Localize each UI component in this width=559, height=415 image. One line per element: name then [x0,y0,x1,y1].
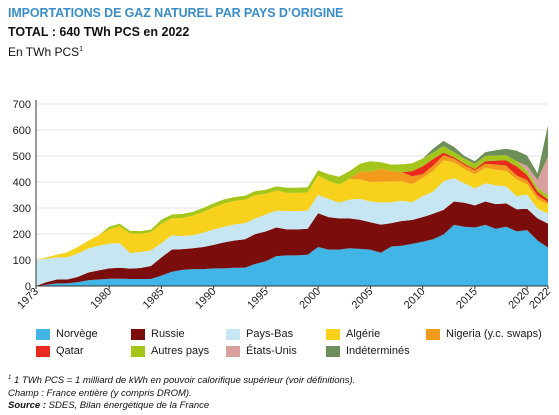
stacked-area-chart: 0 100 200 300 400 500 600 700 1973 1980 1985 1990 19… [13,99,553,312]
chart-title: IMPORTATIONS DE GAZ NATUREL PAR PAYS D’O… [8,6,344,20]
legend-label: Pays-Bas [246,328,294,340]
area-qatar [36,152,548,260]
x-tick-label: 1980 [88,286,114,312]
x-tick-label: 2015 [454,286,480,312]
legend-swatch [226,345,240,357]
area-norvege [36,224,548,286]
area-russie [36,201,548,286]
legend-swatch [426,328,440,340]
legend-label: Qatar [56,345,84,357]
legend-item: Nigeria (y.c. swaps) [426,328,542,340]
legend-swatch [226,328,240,340]
chart-subtitle: TOTAL : 640 TWh PCS en 2022 [8,25,190,39]
footnote-source: Source : SDES, Bilan énergétique de la F… [8,400,355,413]
area-pays-bas [36,178,548,286]
legend-label: Algérie [346,328,381,340]
legend-label: États-Unis [246,345,297,357]
legend-item: Norvège [36,328,98,340]
y-tick-label: 100 [13,255,31,267]
legend-swatch [326,345,340,357]
legend-label: Autres pays [151,345,210,357]
unit-text: En TWh PCS [8,45,80,59]
source-text: SDES, Bilan énergétique de la France [46,400,210,412]
footnote-definition: 1 1 TWh PCS = 1 milliard de kWh en pouvo… [8,372,355,388]
source-label: Source : [8,400,47,412]
series-areas [36,125,548,286]
y-tick-label: 200 [13,229,31,241]
footnotes: 1 1 TWh PCS = 1 milliard de kWh en pouvo… [8,372,355,413]
x-tick-label: 2010 [402,286,428,312]
legend-swatch [326,328,340,340]
unit-label: En TWh PCS1 [8,45,83,59]
y-tick-label: 300 [13,203,31,215]
area-autres-pays [36,146,548,260]
footnote-scope: Champ : France entière (y compris DROM). [8,387,192,399]
x-tick-label: 2022 [527,286,553,312]
y-tick-label: 500 [13,151,31,163]
legend-item: Qatar [36,345,84,357]
area-nigeria-y-c-swaps [36,155,548,260]
y-tick-label: 700 [13,99,31,111]
x-tick-label: 2020 [506,286,532,312]
legend-label: Norvège [56,328,98,340]
legend-item: Indéterminés [326,345,410,357]
legend-swatch [131,328,145,340]
legend-swatch [131,345,145,357]
y-tick-label: 600 [13,125,31,137]
footnote-text: 1 TWh PCS = 1 milliard de kWh en pouvoir… [11,375,356,387]
x-tick-label: 2005 [350,286,376,312]
x-tick-label: 2000 [297,286,323,312]
legend-item: Russie [131,328,185,340]
area-algerie [36,160,548,260]
x-tick-label: 1985 [141,286,167,312]
legend-swatch [36,345,50,357]
legend-item: États-Unis [226,345,297,357]
legend-label: Nigeria (y.c. swaps) [446,328,542,340]
y-tick-label: 0 [25,281,31,293]
legend-label: Indéterminés [346,345,410,357]
x-tick-label: 1973 [15,286,41,312]
footnote-mark: 1 [8,375,12,381]
legend-label: Russie [151,328,185,340]
legend-swatch [36,328,50,340]
legend-item: Autres pays [131,345,209,357]
y-tick-label: 400 [13,177,31,189]
x-tick-label: 1990 [193,286,219,312]
legend-item: Algérie [326,328,380,340]
x-tick-label: 1995 [245,286,271,312]
legend-item: Pays-Bas [226,328,293,340]
unit-footnote-mark: 1 [79,46,84,53]
